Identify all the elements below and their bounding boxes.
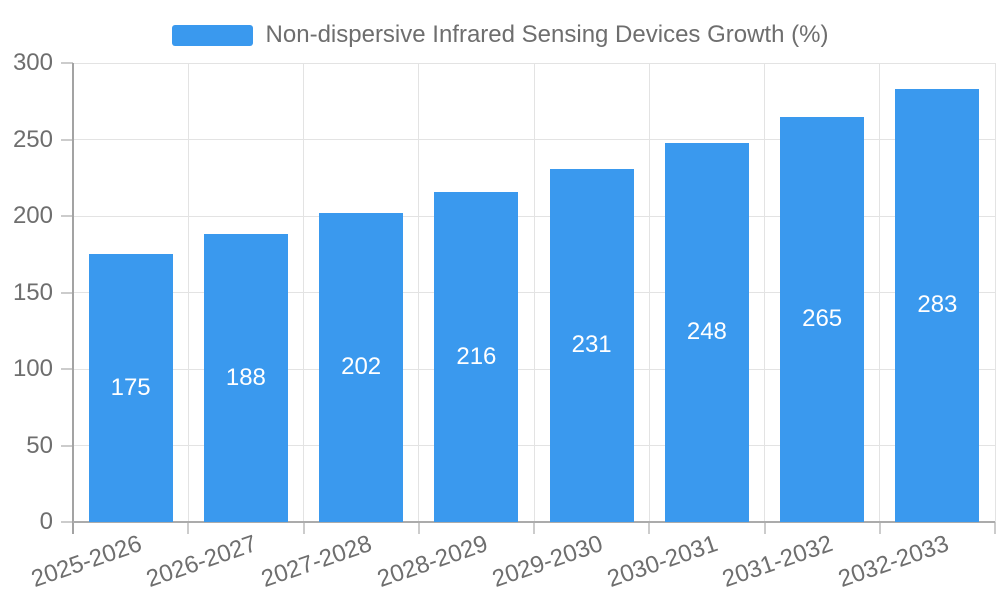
bar-value-label: 248 [686, 318, 727, 346]
y-axis-tick [61, 138, 73, 141]
bar[interactable]: 188 [203, 234, 288, 522]
x-axis-line [73, 521, 995, 523]
bar-value-label: 265 [802, 305, 843, 333]
gridline-vertical [418, 63, 420, 522]
bar[interactable]: 248 [664, 142, 749, 522]
bar-value-label: 283 [917, 291, 958, 319]
bar-value-label: 175 [110, 374, 151, 402]
x-axis-tick-label: 2028-2029 [373, 530, 491, 593]
y-axis-tick-label: 150 [12, 278, 53, 306]
legend-swatch-icon [171, 24, 253, 46]
y-axis-tick-label: 250 [12, 125, 53, 153]
bar-value-label: 216 [456, 342, 497, 370]
x-axis-tick [878, 522, 881, 534]
gridline-vertical [303, 63, 304, 522]
x-axis-tick-label: 2032-2033 [834, 530, 952, 593]
x-axis-tick-label: 2029-2030 [488, 530, 607, 593]
y-axis-tick [61, 444, 73, 447]
x-axis-tick-label: 2030-2031 [604, 530, 722, 593]
gridline-vertical [994, 63, 996, 522]
y-axis-line [72, 63, 74, 534]
x-axis-tick [302, 522, 305, 534]
chart-legend: Non-dispersive Infrared Sensing Devices … [0, 21, 1000, 49]
x-axis-tick-label: 2031-2032 [719, 530, 837, 593]
y-axis-tick [61, 215, 73, 217]
y-axis-tick-label: 300 [12, 49, 53, 76]
legend-item[interactable]: Non-dispersive Infrared Sensing Devices … [171, 21, 829, 49]
y-axis-tick-label: 0 [39, 508, 53, 535]
gridline-vertical [764, 63, 765, 522]
gridline-vertical [187, 63, 189, 522]
bar[interactable]: 283 [895, 89, 980, 522]
x-axis-tick [648, 522, 651, 534]
x-axis-tick [533, 522, 535, 534]
x-axis-tick [763, 522, 766, 534]
bar[interactable]: 265 [780, 116, 865, 522]
y-axis-tick [61, 521, 73, 523]
bar[interactable]: 216 [434, 191, 519, 522]
gridline-vertical [648, 63, 650, 522]
y-axis-tick-label: 200 [12, 202, 53, 229]
x-axis-tick-label: 2027-2028 [258, 530, 376, 593]
y-axis-tick [61, 368, 73, 370]
bar[interactable]: 231 [549, 168, 634, 522]
bar-value-label: 202 [341, 353, 382, 381]
gridline-vertical [533, 63, 535, 522]
y-axis-tick [61, 291, 73, 294]
x-axis-tick [187, 522, 190, 534]
bar-value-label: 231 [571, 331, 612, 359]
legend-label: Non-dispersive Infrared Sensing Devices … [265, 21, 829, 48]
gridline-vertical [879, 63, 881, 522]
x-axis-tick [994, 522, 996, 534]
bar-value-label: 188 [225, 364, 266, 392]
x-axis-tick-label: 2025-2026 [27, 530, 146, 593]
bar[interactable]: 175 [88, 254, 173, 522]
bar[interactable]: 202 [319, 212, 404, 522]
x-axis-tick [417, 522, 420, 534]
y-axis-tick-label: 100 [12, 355, 53, 382]
x-axis-tick-label: 2026-2027 [143, 530, 261, 593]
y-axis-tick-label: 50 [26, 431, 53, 459]
y-axis-tick [61, 62, 73, 64]
